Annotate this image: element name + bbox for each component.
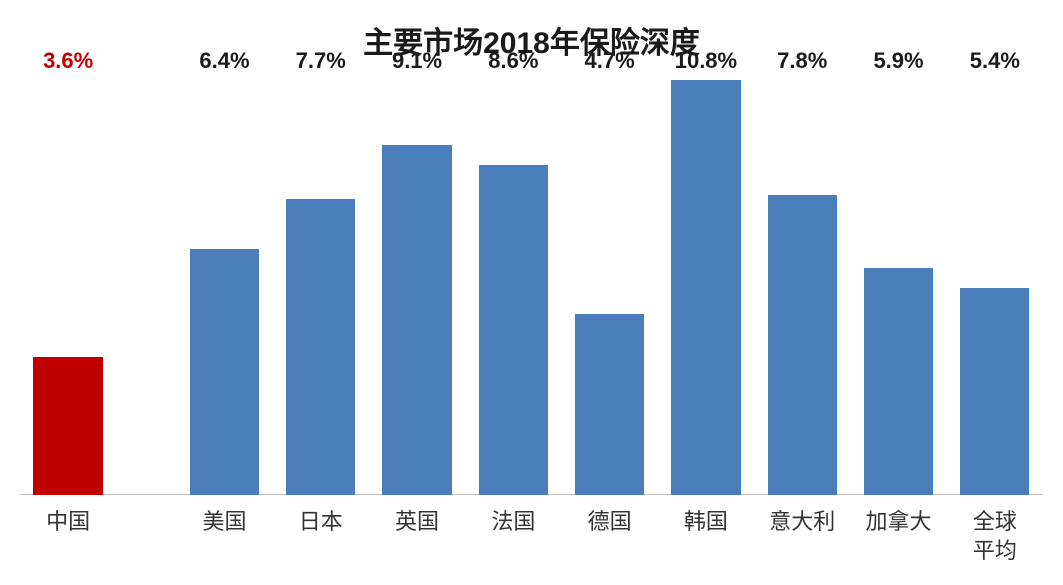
bar	[190, 249, 259, 495]
bar-slot: 5.4%	[947, 80, 1043, 495]
bar-value-label: 7.8%	[777, 48, 827, 74]
x-axis-label: 美国	[176, 500, 272, 585]
x-axis-label: 全球平均	[947, 500, 1043, 585]
x-axis-labels: 中国美国日本英国法国德国韩国意大利加拿大全球平均	[20, 500, 1043, 585]
x-axis-label: 韩国	[658, 500, 754, 585]
bar	[479, 165, 548, 495]
bar-value-label: 9.1%	[392, 48, 442, 74]
x-axis-label: 意大利	[754, 500, 850, 585]
bar-slot: 7.7%	[273, 80, 369, 495]
bar	[960, 288, 1029, 496]
bar-value-label: 5.4%	[970, 48, 1020, 74]
bar-slot: 7.8%	[754, 80, 850, 495]
insurance-depth-chart: 主要市场2018年保险深度 3.6%6.4%7.7%9.1%8.6%4.7%10…	[0, 0, 1063, 585]
bar-slot: 6.4%	[176, 80, 272, 495]
x-gap	[116, 500, 176, 585]
bar-slot: 9.1%	[369, 80, 465, 495]
bar	[768, 195, 837, 495]
bar-value-label: 6.4%	[199, 48, 249, 74]
bar-slot: 5.9%	[850, 80, 946, 495]
bar-value-label: 8.6%	[488, 48, 538, 74]
bar	[575, 314, 644, 495]
bar	[382, 145, 451, 495]
x-axis-label: 德国	[561, 500, 657, 585]
bar-value-label: 10.8%	[675, 48, 737, 74]
bar	[286, 199, 355, 495]
bar-slot: 4.7%	[561, 80, 657, 495]
bar-slot: 8.6%	[465, 80, 561, 495]
x-axis-label: 英国	[369, 500, 465, 585]
x-axis-label: 加拿大	[850, 500, 946, 585]
bar	[671, 80, 740, 495]
x-axis-label: 中国	[20, 500, 116, 585]
bar-value-label: 4.7%	[585, 48, 635, 74]
bar-slot: 3.6%	[20, 80, 116, 495]
bar-value-label: 5.9%	[873, 48, 923, 74]
x-axis-label: 法国	[465, 500, 561, 585]
bar-value-label: 3.6%	[43, 48, 93, 74]
x-axis-label: 日本	[273, 500, 369, 585]
plot-area: 3.6% 6.4%7.7%9.1%8.6%4.7%10.8%7.8%5.9%5.4…	[20, 80, 1043, 495]
bar	[33, 357, 102, 495]
bar-slot: 10.8%	[658, 80, 754, 495]
bar-value-label: 7.7%	[296, 48, 346, 74]
bars-row: 3.6% 6.4%7.7%9.1%8.6%4.7%10.8%7.8%5.9%5.4…	[20, 80, 1043, 495]
bar	[864, 268, 933, 495]
